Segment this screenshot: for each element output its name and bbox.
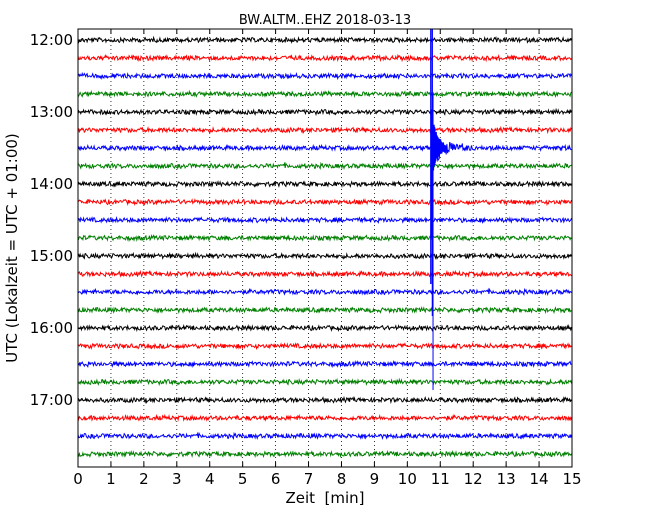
x-tick-label: 0 — [73, 470, 83, 488]
seismogram-trace — [78, 161, 572, 171]
seismogram-trace — [78, 323, 572, 333]
x-tick-label: 5 — [238, 470, 248, 488]
x-tick-label: 1 — [106, 470, 116, 488]
x-axis-label: Zeit [min] — [285, 489, 364, 507]
y-tick-label: 13:00 — [30, 103, 73, 121]
x-tick-label: 4 — [205, 470, 215, 488]
seismogram-trace — [78, 413, 572, 422]
chart-title: BW.ALTM..EHZ 2018-03-13 — [239, 13, 411, 28]
x-tick-label: 13 — [497, 470, 516, 488]
seismogram-trace — [78, 179, 572, 189]
x-tick-label: 15 — [562, 470, 581, 488]
seismogram-trace — [78, 306, 572, 315]
x-axis: 0 1 2 3 4 5 6 7 8 9 10 11 12 13 14 15 — [73, 29, 582, 488]
seismogram-trace — [78, 89, 572, 99]
y-tick-label: 15:00 — [30, 247, 73, 265]
x-tick-label: 10 — [398, 470, 417, 488]
traces — [78, 29, 572, 459]
seismogram-trace — [78, 449, 572, 459]
seismogram-trace — [78, 251, 572, 260]
y-tick-label: 12:00 — [30, 31, 73, 49]
seismogram-trace — [78, 215, 572, 225]
seismogram-trace — [78, 287, 572, 297]
seismogram-trace — [78, 125, 572, 135]
x-tick-label: 9 — [370, 470, 380, 488]
seismogram-trace — [78, 269, 572, 279]
seismogram-trace — [78, 341, 572, 351]
y-axis: 12:00 13:00 14:00 15:00 16:00 17:00 — [30, 31, 572, 409]
seismogram-trace — [78, 377, 572, 387]
x-tick-label: 8 — [337, 470, 347, 488]
seismogram-trace — [78, 133, 572, 165]
seismogram-trace — [78, 53, 572, 63]
seismogram-trace — [78, 107, 572, 117]
x-tick-label: 6 — [271, 470, 281, 488]
seismogram-trace — [78, 431, 572, 441]
x-tick-label: 2 — [139, 470, 149, 488]
seismogram-trace — [78, 197, 572, 207]
x-tick-label: 12 — [464, 470, 483, 488]
x-tick-label: 7 — [304, 470, 314, 488]
seismogram-trace — [78, 233, 572, 243]
x-tick-label: 3 — [172, 470, 182, 488]
plot-frame — [77, 28, 573, 468]
x-tick-label: 11 — [431, 470, 450, 488]
y-tick-label: 16:00 — [30, 319, 73, 337]
event-coda — [431, 122, 447, 179]
seismogram-trace — [78, 71, 572, 81]
seismogram-trace — [78, 359, 572, 369]
x-tick-label: 14 — [530, 470, 549, 488]
seismogram-trace — [78, 35, 572, 45]
y-tick-label: 14:00 — [30, 175, 73, 193]
y-axis-label: UTC (Lokalzeit = UTC + 01:00) — [3, 133, 21, 363]
seismogram-trace — [78, 395, 572, 405]
y-tick-label: 17:00 — [30, 391, 73, 409]
